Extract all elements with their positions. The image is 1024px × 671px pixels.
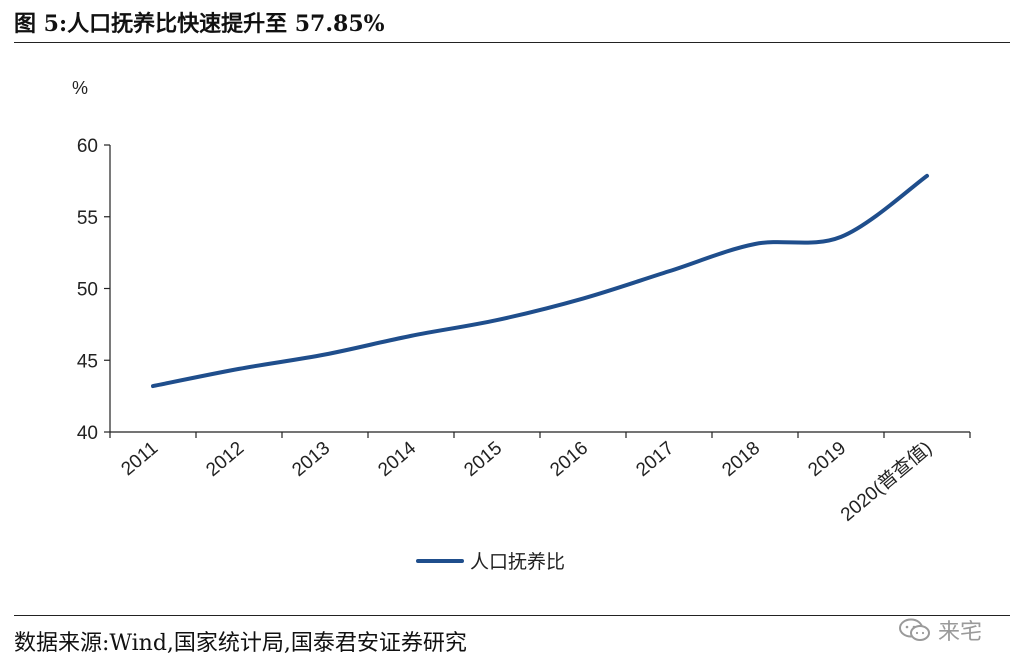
x-tick-label: 2018 — [718, 438, 764, 481]
x-tick-label: 2012 — [202, 438, 248, 481]
y-tick-label: 45 — [77, 351, 98, 372]
legend: 人口抚养比 — [416, 551, 565, 573]
y-tick-label: 60 — [77, 136, 98, 157]
x-tick-label: 2016 — [546, 438, 592, 481]
series-line — [151, 173, 929, 389]
y-ticks: 40 45 50 55 60% — [72, 78, 110, 444]
x-tick-label: 2015 — [460, 438, 506, 481]
y-axis-unit: % — [72, 78, 88, 98]
x-tick-label: 2013 — [288, 438, 334, 481]
x-ticks: 2011 2012 2013 2014 2015 2016 2017 2018 20192020… — [109, 432, 971, 526]
data-source-note: 数据来源:Wind,国家统计局,国泰君安证券研究 — [14, 631, 467, 656]
x-tick-label: 2017 — [632, 438, 678, 481]
source-divider — [14, 615, 1010, 616]
title-divider — [14, 42, 1010, 43]
wechat-icon — [899, 618, 930, 641]
y-tick-label: 40 — [77, 423, 98, 444]
watermark: 来宅 — [898, 614, 982, 646]
x-tick-label: 2019 — [804, 438, 850, 481]
x-tick-label: 2020(普查值) — [836, 437, 936, 526]
watermark-text: 来宅 — [938, 620, 983, 645]
figure-title: 图 5:人口抚养比快速提升至 57.85% — [14, 11, 385, 37]
series-lines — [151, 173, 929, 389]
y-tick-label: 50 — [77, 280, 98, 301]
chart-axes — [109, 145, 970, 433]
x-tick-label: 2014 — [374, 437, 420, 481]
y-tick-label: 55 — [77, 208, 98, 229]
x-tick-label: 2011 — [117, 438, 162, 480]
legend-label: 人口抚养比 — [470, 551, 565, 573]
